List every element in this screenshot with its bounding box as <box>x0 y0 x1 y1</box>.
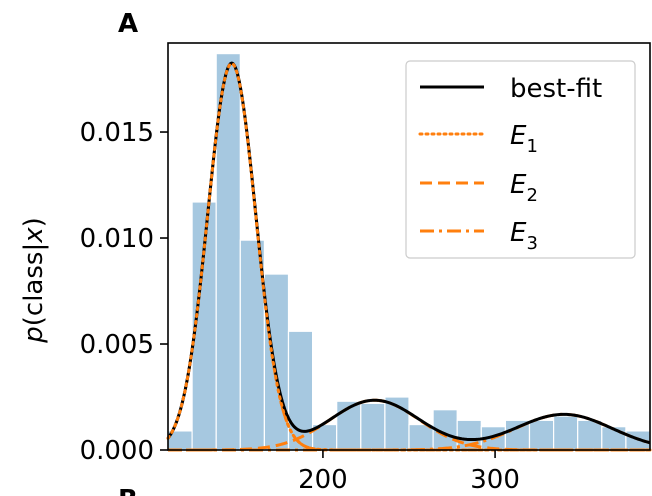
legend-label-e1-name: E <box>510 121 527 151</box>
histogram-bar <box>528 419 555 451</box>
legend-label-e3: E3 <box>510 218 538 254</box>
x-tick-label: 300 <box>470 465 520 495</box>
x-axis: 200 300 <box>298 450 520 495</box>
panel-label: A <box>118 9 138 39</box>
y-tick-label: 0.000 <box>80 436 154 466</box>
y-axis: 0.000 0.005 0.010 0.015 <box>80 118 168 466</box>
histogram-bar <box>239 239 266 451</box>
y-axis-label-close: ) <box>19 217 49 227</box>
next-panel-label: B <box>118 485 138 496</box>
y-axis-label: p(class|x) <box>19 217 49 344</box>
histogram-bar <box>552 415 579 451</box>
y-axis-label-x: x <box>19 227 49 244</box>
histogram-bar <box>263 273 290 451</box>
legend-label-e2-name: E <box>510 170 527 200</box>
y-tick-label: 0.005 <box>80 330 154 360</box>
legend-label-e1-sub: 1 <box>526 136 537 157</box>
x-tick-label: 200 <box>298 465 348 495</box>
histogram-bar <box>215 52 241 451</box>
histogram-bar <box>408 423 434 451</box>
legend: best-fit E1 E2 E3 <box>405 60 636 259</box>
histogram-bar <box>360 402 386 451</box>
legend-label-e1: E1 <box>510 121 538 157</box>
legend-label-best-fit: best-fit <box>510 74 602 104</box>
legend-box <box>405 60 636 259</box>
histogram-bar <box>577 419 603 451</box>
legend-label-e2: E2 <box>510 170 538 206</box>
plot-frame <box>167 42 651 451</box>
y-tick-label: 0.015 <box>80 118 154 148</box>
y-tick-label: 0.010 <box>80 224 154 254</box>
best-fit-curve <box>166 61 651 445</box>
legend-label-e3-sub: 3 <box>526 233 537 254</box>
legend-label-e2-sub: 2 <box>526 185 537 206</box>
legend-label-e3-name: E <box>510 218 527 248</box>
y-axis-label-class: (class| <box>19 243 49 326</box>
y-axis-label-p: p <box>19 326 49 344</box>
